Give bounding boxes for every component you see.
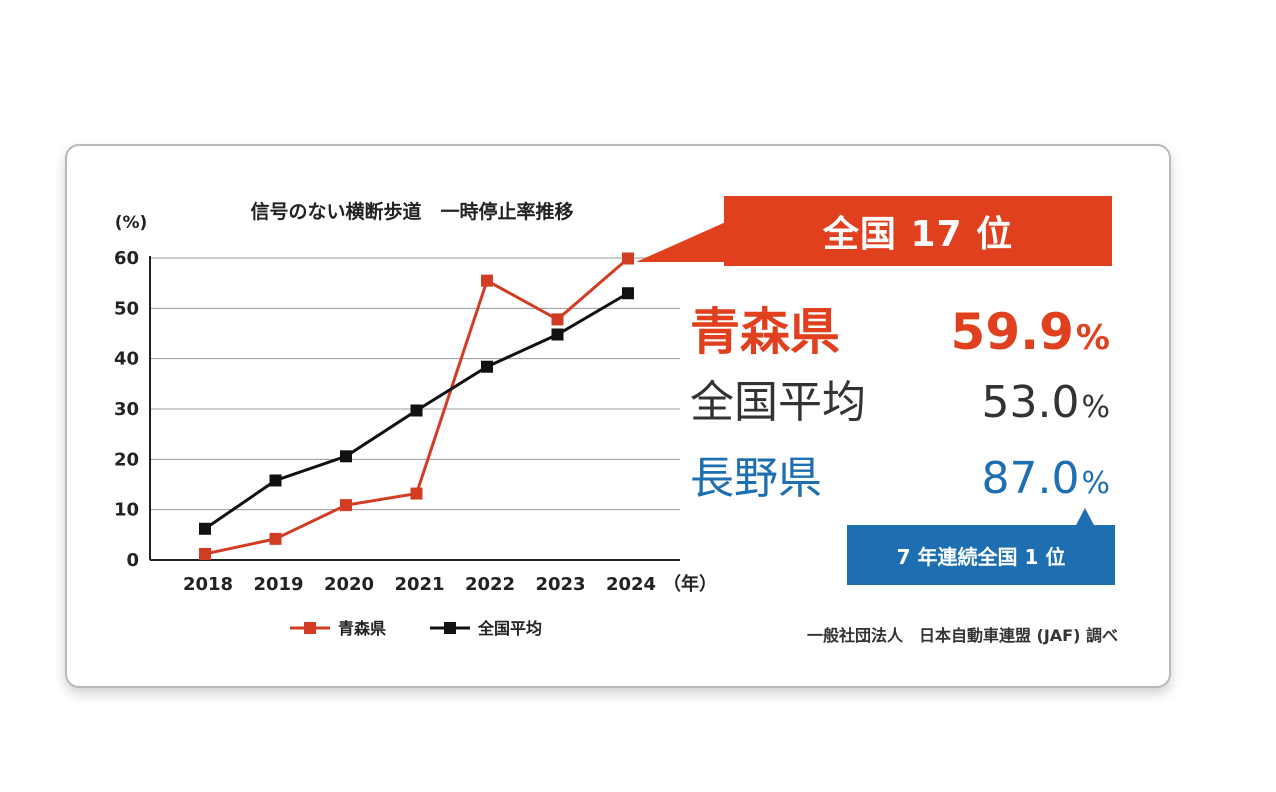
series-group	[199, 252, 634, 560]
point-1-2024	[622, 287, 634, 300]
point-1-2021	[410, 404, 423, 417]
legend: 青森県 全国平均	[290, 619, 542, 638]
stat-aomori-unit: %	[1075, 318, 1110, 358]
source-note: 一般社団法人 日本自動車連盟 (JAF) 調べ	[806, 626, 1118, 645]
x-tick-2018: 2018	[183, 574, 233, 595]
x-axis-unit: （年）	[663, 573, 717, 595]
point-0-2022	[481, 274, 493, 287]
y-tick-40: 40	[114, 349, 139, 370]
stat-nagano-unit: %	[1081, 466, 1110, 501]
point-1-2019	[269, 474, 282, 487]
point-0-2021	[410, 487, 423, 500]
stat-aomori: 青森県 59.9%	[690, 292, 1110, 361]
chart-title: 信号のない横断歩道 一時停止率推移	[250, 200, 573, 223]
callout-red-pointer	[636, 221, 728, 262]
legend-marker-0	[304, 622, 316, 634]
point-0-2018	[199, 547, 211, 560]
rank-callout: 全国 17 位	[724, 196, 1112, 266]
point-1-2022	[481, 360, 493, 373]
x-tick-2023: 2023	[535, 574, 585, 595]
x-tick-2022: 2022	[465, 574, 515, 595]
x-tick-2024: 2024	[606, 574, 656, 595]
point-1-2018	[199, 522, 211, 535]
y-tick-labels: 0 10 20 30 40 50 60	[114, 248, 139, 571]
legend-label-0: 青森県	[338, 619, 386, 638]
legend-label-1: 全国平均	[477, 619, 542, 638]
y-tick-60: 60	[114, 248, 139, 269]
stat-national-value: 53.0	[981, 377, 1080, 428]
stat-aomori-name: 青森県	[690, 303, 840, 361]
point-1-2020	[340, 450, 352, 463]
x-tick-2020: 2020	[324, 574, 374, 595]
stat-national-unit: %	[1081, 390, 1110, 425]
x-tick-2019: 2019	[253, 574, 303, 595]
point-0-2019	[269, 532, 282, 545]
streak-callout: 7 年連続全国 1 位	[847, 525, 1115, 585]
y-tick-0: 0	[126, 550, 139, 571]
grid-lines	[150, 257, 680, 511]
point-0-2023	[551, 313, 564, 326]
point-1-2023	[551, 328, 564, 341]
x-tick-labels: 2018 2019 2020 2021 2022 2023 2024	[183, 574, 656, 595]
stat-nagano-value: 87.0	[981, 453, 1080, 504]
y-axis-unit: (%)	[115, 213, 148, 233]
y-tick-10: 10	[114, 500, 139, 521]
stat-national: 全国平均 53.0%	[690, 366, 1110, 432]
y-tick-50: 50	[114, 298, 139, 319]
stat-nagano-name: 長野県	[690, 453, 822, 504]
point-0-2024	[622, 252, 634, 265]
stat-national-name: 全国平均	[690, 377, 866, 428]
legend-marker-1	[444, 622, 456, 634]
callout-blue-pointer	[1075, 508, 1095, 527]
y-tick-30: 30	[114, 399, 139, 420]
stat-nagano: 長野県 87.0%	[690, 442, 1110, 508]
x-tick-2021: 2021	[394, 574, 444, 595]
y-tick-20: 20	[114, 449, 139, 470]
point-0-2020	[340, 499, 352, 512]
stat-aomori-value: 59.9	[950, 303, 1074, 361]
axes	[149, 256, 680, 561]
